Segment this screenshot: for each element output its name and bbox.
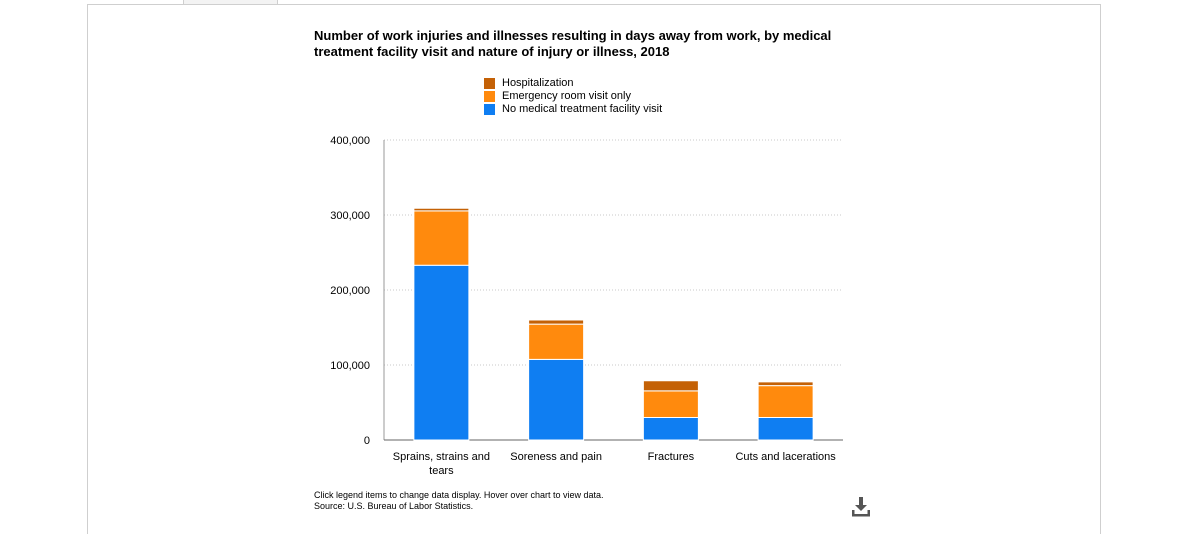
chart-frame xyxy=(87,4,1101,534)
legend: Hospitalization Emergency room visit onl… xyxy=(484,77,662,116)
legend-swatch xyxy=(484,104,495,115)
footer-note: Click legend items to change data displa… xyxy=(314,490,603,512)
download-button[interactable] xyxy=(850,495,872,517)
tab-stub[interactable] xyxy=(183,0,278,5)
legend-item-no-visit[interactable]: No medical treatment facility visit xyxy=(484,103,662,116)
chart-title: Number of work injuries and illnesses re… xyxy=(314,28,832,59)
instructions-text: Click legend items to change data displa… xyxy=(314,490,604,500)
legend-swatch xyxy=(484,78,495,89)
legend-label: Emergency room visit only xyxy=(502,90,631,102)
legend-item-emergency-room[interactable]: Emergency room visit only xyxy=(484,90,662,103)
legend-label: No medical treatment facility visit xyxy=(502,103,663,115)
legend-item-hospitalization[interactable]: Hospitalization xyxy=(484,77,662,90)
download-icon xyxy=(852,497,870,517)
legend-swatch xyxy=(484,91,495,102)
source-text: Source: U.S. Bureau of Labor Statistics. xyxy=(314,501,474,511)
legend-label: Hospitalization xyxy=(502,77,574,89)
